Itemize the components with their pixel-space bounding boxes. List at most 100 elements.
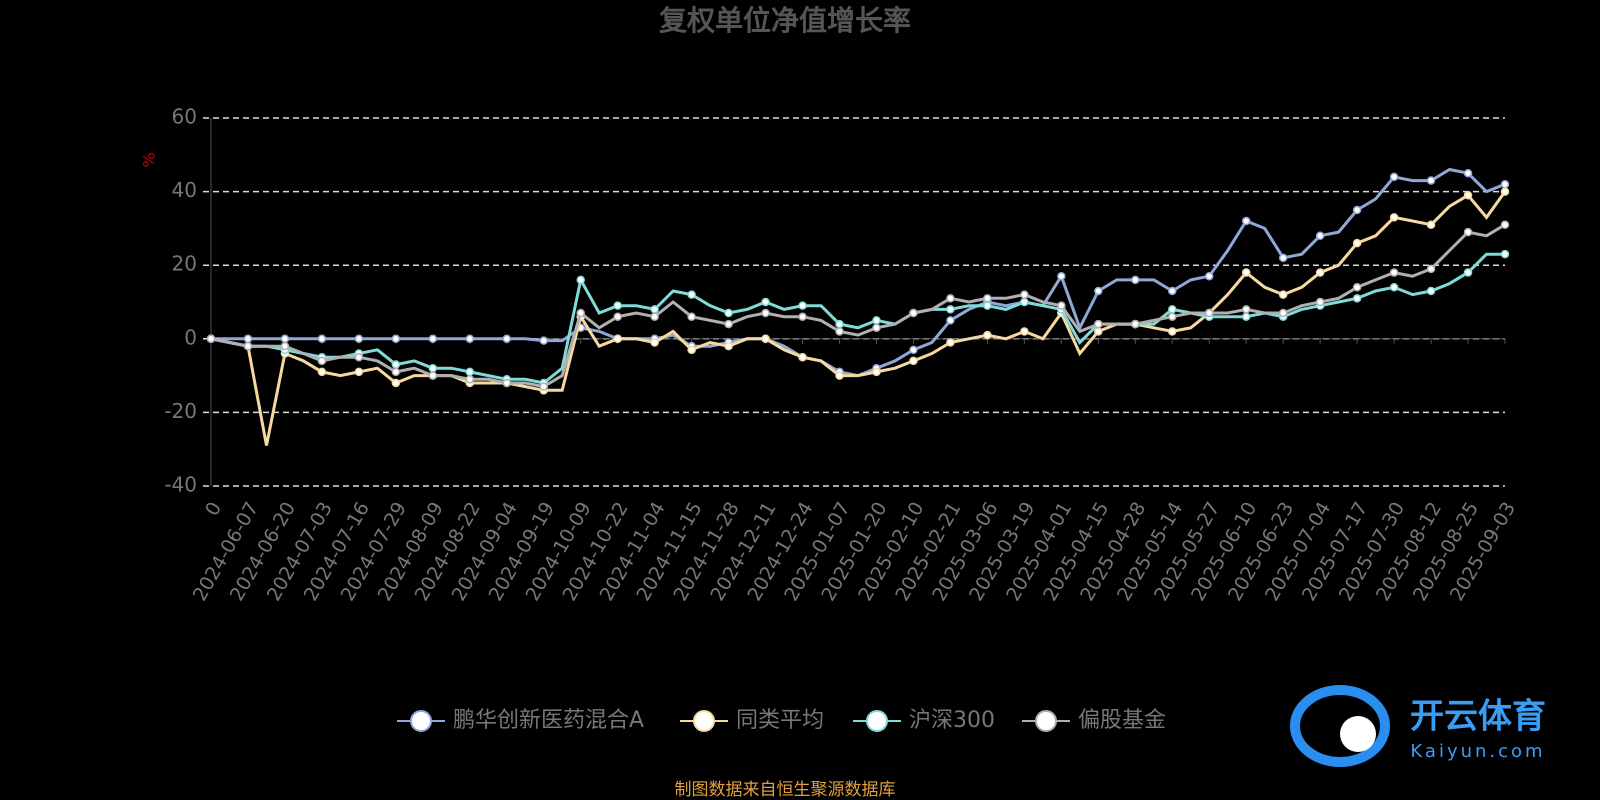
point: [1426, 286, 1436, 296]
point: [465, 375, 475, 384]
legend-item: 同类平均: [680, 708, 824, 733]
point: [798, 301, 807, 310]
point: [1389, 172, 1399, 182]
point: [613, 301, 622, 310]
point: [761, 334, 770, 344]
legend-label: 沪深300: [909, 708, 995, 733]
point: [946, 305, 955, 314]
point: [280, 341, 290, 351]
point: [909, 356, 918, 366]
point: [391, 378, 401, 388]
point: [354, 352, 364, 362]
watermark: 开云体育 Kaiyun.com: [1290, 685, 1546, 767]
point: [354, 334, 364, 344]
point: [1131, 275, 1140, 285]
watermark-brand: 开云体育: [1410, 697, 1546, 737]
point: [1204, 271, 1214, 281]
chart-title: 复权单位净值增长率: [659, 4, 911, 37]
point: [798, 352, 807, 362]
source-note: 制图数据来自恒生聚源数据库: [675, 780, 896, 800]
point: [1020, 327, 1029, 336]
point: [946, 338, 955, 347]
point: [1241, 305, 1251, 314]
point: [761, 308, 770, 318]
point: [650, 312, 659, 321]
series-line: [210, 252, 1505, 385]
y-axis-label: %: [140, 152, 159, 167]
point: [1241, 216, 1251, 226]
point: [1094, 327, 1103, 336]
legend-label: 同类平均: [736, 708, 824, 733]
point: [835, 319, 844, 329]
point: [1094, 319, 1103, 329]
legend-marker: [410, 710, 432, 732]
legend-marker: [693, 710, 715, 732]
y-tick-label: 20: [172, 252, 197, 276]
point: [576, 275, 585, 285]
legend-marker: [866, 710, 888, 732]
point: [1241, 268, 1251, 277]
point: [1426, 264, 1436, 274]
point: [946, 316, 955, 325]
point: [354, 367, 364, 377]
legend-marker: [1035, 710, 1057, 732]
point: [613, 312, 622, 321]
watermark-site: Kaiyun.com: [1410, 741, 1545, 762]
y-tick-label: -40: [164, 473, 197, 497]
point: [1463, 268, 1473, 277]
series-line: [210, 223, 1506, 389]
point: [391, 334, 401, 344]
point: [1168, 327, 1177, 336]
point: [724, 308, 733, 318]
point: [909, 345, 918, 355]
point: [872, 316, 881, 325]
point: [1352, 294, 1362, 303]
point: [1389, 268, 1399, 277]
point: [1352, 238, 1362, 248]
point: [1315, 268, 1325, 277]
point: [872, 323, 881, 333]
point: [1352, 205, 1362, 215]
point: [1500, 179, 1510, 189]
point: [1500, 187, 1510, 196]
point: [1315, 297, 1325, 307]
point: [317, 367, 327, 377]
point: [576, 308, 585, 318]
point: [317, 356, 327, 366]
logo-ball: [1340, 716, 1376, 752]
legend-item: 沪深300: [853, 708, 995, 733]
point: [650, 338, 659, 347]
point: [317, 334, 327, 344]
point: [1168, 305, 1177, 314]
point: [1389, 213, 1399, 222]
point: [1241, 312, 1251, 321]
series-line: [211, 167, 1506, 378]
point: [761, 297, 770, 307]
point: [1168, 286, 1177, 296]
point: [502, 378, 512, 388]
point: [613, 334, 622, 344]
point: [465, 334, 475, 344]
point: [724, 319, 733, 329]
point: [1057, 271, 1066, 281]
point: [1389, 283, 1399, 292]
point: [1500, 249, 1510, 259]
point: [650, 305, 659, 314]
point: [872, 367, 881, 377]
y-tick-label: 40: [172, 178, 197, 202]
point: [1500, 220, 1510, 229]
point: [1094, 286, 1103, 296]
point: [946, 294, 955, 303]
point: [391, 367, 401, 377]
point: [835, 371, 844, 380]
point: [206, 334, 216, 344]
point: [428, 371, 438, 380]
point: [280, 334, 290, 344]
point: [1020, 297, 1029, 307]
point: [428, 334, 438, 344]
point: [983, 330, 992, 340]
point: [1204, 308, 1214, 318]
point: [1278, 308, 1288, 318]
point: [687, 345, 696, 355]
point: [428, 363, 438, 373]
